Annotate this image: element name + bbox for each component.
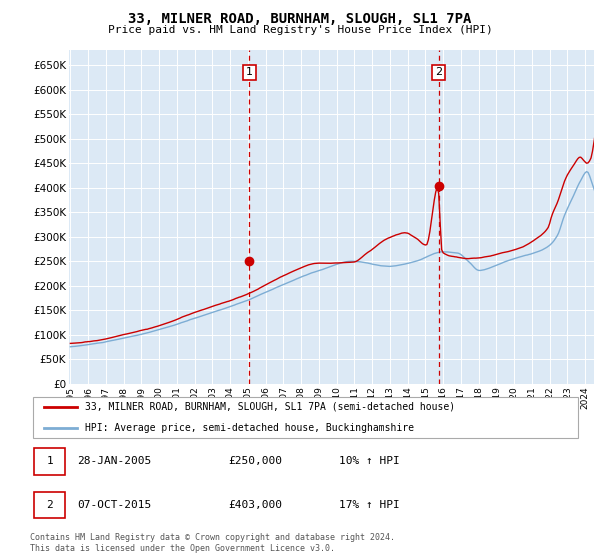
Text: 17% ↑ HPI: 17% ↑ HPI [339, 500, 400, 510]
Text: 10% ↑ HPI: 10% ↑ HPI [339, 456, 400, 466]
Text: 1: 1 [46, 456, 53, 466]
Text: Price paid vs. HM Land Registry's House Price Index (HPI): Price paid vs. HM Land Registry's House … [107, 25, 493, 35]
Text: 33, MILNER ROAD, BURNHAM, SLOUGH, SL1 7PA: 33, MILNER ROAD, BURNHAM, SLOUGH, SL1 7P… [128, 12, 472, 26]
FancyBboxPatch shape [34, 492, 65, 518]
Text: 28-JAN-2005: 28-JAN-2005 [77, 456, 151, 466]
Text: 2: 2 [435, 67, 442, 77]
Text: 2: 2 [46, 500, 53, 510]
FancyBboxPatch shape [34, 449, 65, 474]
Text: £250,000: £250,000 [229, 456, 283, 466]
FancyBboxPatch shape [33, 396, 578, 438]
Text: Contains HM Land Registry data © Crown copyright and database right 2024.
This d: Contains HM Land Registry data © Crown c… [30, 533, 395, 553]
Text: 1: 1 [246, 67, 253, 77]
Text: 07-OCT-2015: 07-OCT-2015 [77, 500, 151, 510]
Text: HPI: Average price, semi-detached house, Buckinghamshire: HPI: Average price, semi-detached house,… [85, 422, 414, 432]
Text: 33, MILNER ROAD, BURNHAM, SLOUGH, SL1 7PA (semi-detached house): 33, MILNER ROAD, BURNHAM, SLOUGH, SL1 7P… [85, 402, 455, 412]
Text: £403,000: £403,000 [229, 500, 283, 510]
